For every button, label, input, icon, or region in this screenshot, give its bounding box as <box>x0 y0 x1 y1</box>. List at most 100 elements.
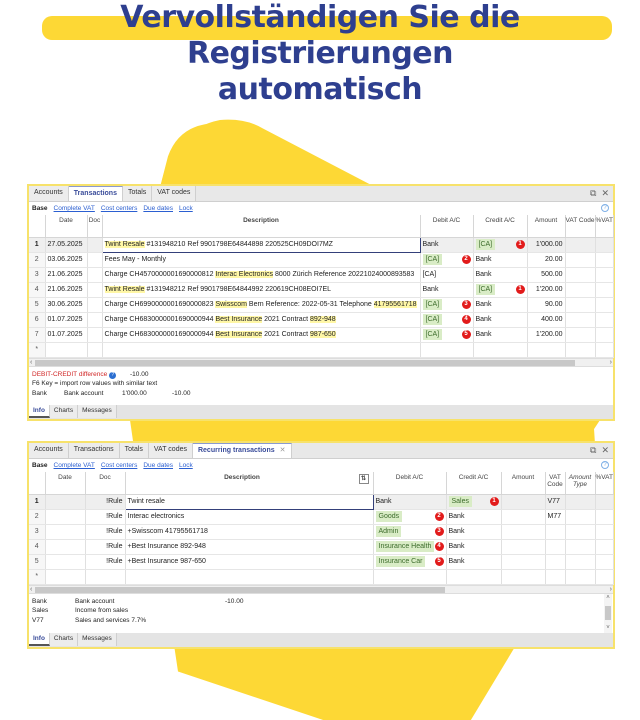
view-cost-centers[interactable]: Cost centers <box>100 205 138 212</box>
doc-cell[interactable] <box>87 237 103 253</box>
col-amount[interactable]: Amount <box>527 215 566 238</box>
vat-pct-cell[interactable] <box>595 237 614 253</box>
col-credit[interactable]: Credit A/C <box>473 215 528 238</box>
col-date[interactable]: Date <box>45 215 88 238</box>
close-icon[interactable]: ✕ <box>601 188 609 198</box>
col-doc[interactable]: Doc <box>85 472 126 495</box>
description-cell[interactable]: Charge CH4570000001690000812 Interac Ele… <box>102 267 421 283</box>
close-tab-icon[interactable]: ✕ <box>279 447 286 454</box>
scroll-right-icon[interactable]: › <box>609 358 612 366</box>
amount-cell[interactable]: 500.00 <box>527 267 566 283</box>
col-description[interactable]: Description <box>102 215 421 238</box>
amount-type-cell[interactable] <box>565 524 596 540</box>
doc-cell[interactable] <box>87 282 103 298</box>
vat-code-cell[interactable] <box>565 327 596 343</box>
vat-code-cell[interactable] <box>545 524 566 540</box>
vat-code-cell[interactable] <box>565 267 596 283</box>
col-doc[interactable]: Doc <box>87 215 103 238</box>
table-row[interactable]: 4 !Rule +Best Insurance 892-948 Insuranc… <box>29 539 614 555</box>
date-cell[interactable] <box>45 554 86 570</box>
amount-type-cell[interactable] <box>565 554 596 570</box>
scroll-left-icon[interactable]: ‹ <box>30 358 33 366</box>
col-vat-code[interactable]: VAT Code <box>545 472 566 495</box>
vertical-scrollbar[interactable]: ˄ ˅ <box>604 593 612 634</box>
description-cell[interactable]: +Swisscom 41795561718 <box>125 524 374 540</box>
view-lock[interactable]: Lock <box>179 205 193 212</box>
doc-cell[interactable]: !Rule <box>85 524 126 540</box>
vat-pct-cell[interactable] <box>595 524 614 540</box>
debit-cell[interactable]: Bank <box>420 237 474 253</box>
doc-cell[interactable] <box>87 297 103 313</box>
tab-totals[interactable]: Totals <box>122 186 153 201</box>
description-cell[interactable]: Charge CH6990000001690000823 Swisscom Be… <box>102 297 421 313</box>
doc-cell[interactable]: !Rule <box>85 509 126 525</box>
col-vat-pct[interactable]: %VAT <box>595 215 614 238</box>
view-lock[interactable]: Lock <box>179 462 193 469</box>
credit-cell[interactable]: Bank <box>446 554 502 570</box>
table-row[interactable]: 1 !Rule Twint resale Bank Sales 1 V77 <box>29 493 614 510</box>
vat-code-cell[interactable]: M77 <box>545 509 566 525</box>
vat-pct-cell[interactable] <box>595 509 614 525</box>
col-amount-type[interactable]: Amount Type <box>565 472 596 495</box>
date-cell[interactable] <box>45 509 86 525</box>
view-complete-vat[interactable]: Complete VAT <box>53 462 95 469</box>
debit-cell[interactable]: Bank <box>373 494 447 510</box>
vat-pct-cell[interactable] <box>595 539 614 555</box>
debit-cell[interactable]: Insurance Car 5 <box>373 554 447 570</box>
description-cell[interactable]: Twint Resale #131948210 Ref 9901798E6484… <box>101 236 421 253</box>
col-date[interactable]: Date <box>45 472 86 495</box>
doc-cell[interactable] <box>87 312 103 328</box>
table-row[interactable]: 5 !Rule +Best Insurance 987-650 Insuranc… <box>29 554 614 570</box>
info-help-icon[interactable]: ? <box>109 371 117 379</box>
amount-type-cell[interactable] <box>565 539 596 555</box>
date-cell[interactable]: 27.05.2025 <box>45 237 88 253</box>
scrollbar-thumb[interactable] <box>35 359 575 366</box>
table-row[interactable]: 1 27.05.2025 Twint Resale #131948210 Ref… <box>29 236 614 253</box>
credit-cell[interactable]: Bank <box>473 267 528 283</box>
vat-code-cell[interactable] <box>565 252 596 268</box>
scroll-down-icon[interactable]: ˅ <box>606 625 610 631</box>
description-cell[interactable]: +Best Insurance 987-650 <box>125 554 374 570</box>
scroll-left-icon[interactable]: ‹ <box>30 585 33 593</box>
debit-cell[interactable]: Admin 3 <box>373 524 447 540</box>
credit-cell[interactable]: Bank <box>446 524 502 540</box>
amount-cell[interactable]: 20.00 <box>527 252 566 268</box>
col-vat-pct[interactable]: %VAT <box>595 472 614 495</box>
vat-pct-cell[interactable] <box>595 297 614 313</box>
debit-cell[interactable]: Goods 2 <box>373 509 447 525</box>
new-row[interactable]: * <box>29 569 614 585</box>
doc-cell[interactable]: !Rule <box>85 554 126 570</box>
date-cell[interactable]: 01.07.2025 <box>45 327 88 343</box>
bottom-tab-info[interactable]: Info <box>29 405 50 418</box>
description-cell[interactable]: Charge CH6830000001690000944 Best Insura… <box>102 327 421 343</box>
vat-pct-cell[interactable] <box>595 554 614 570</box>
col-description[interactable]: Description ⇅ <box>125 472 374 495</box>
date-cell[interactable] <box>45 539 86 555</box>
bottom-tab-charts[interactable]: Charts <box>49 405 79 418</box>
vat-pct-cell[interactable] <box>595 282 614 298</box>
credit-cell[interactable]: Bank <box>473 312 528 328</box>
col-vat-code[interactable]: VAT Code <box>565 215 596 238</box>
col-debit[interactable]: Debit A/C <box>420 215 474 238</box>
vat-code-cell[interactable] <box>565 237 596 253</box>
view-due-dates[interactable]: Due dates <box>143 205 173 212</box>
horizontal-scrollbar[interactable]: ‹ › <box>29 584 613 594</box>
col-credit[interactable]: Credit A/C <box>446 472 502 495</box>
date-cell[interactable]: 30.06.2025 <box>45 297 88 313</box>
col-debit[interactable]: Debit A/C <box>373 472 447 495</box>
view-base[interactable]: Base <box>32 205 48 212</box>
description-cell[interactable]: Twint resale <box>124 493 374 510</box>
tab-accounts[interactable]: Accounts <box>29 443 69 458</box>
description-cell[interactable]: +Best Insurance 892-948 <box>125 539 374 555</box>
view-cost-centers[interactable]: Cost centers <box>100 462 138 469</box>
vat-code-cell[interactable] <box>565 312 596 328</box>
vat-code-cell[interactable] <box>565 297 596 313</box>
table-row[interactable]: 3 !Rule +Swisscom 41795561718 Admin 3 Ban… <box>29 524 614 540</box>
tab-totals[interactable]: Totals <box>119 443 149 458</box>
amount-cell[interactable]: 1'000.00 <box>527 237 566 253</box>
date-cell[interactable]: 01.07.2025 <box>45 312 88 328</box>
vat-pct-cell[interactable] <box>595 252 614 268</box>
doc-cell[interactable]: !Rule <box>85 539 126 555</box>
vat-pct-cell[interactable] <box>595 312 614 328</box>
credit-cell[interactable]: Bank <box>473 252 528 268</box>
